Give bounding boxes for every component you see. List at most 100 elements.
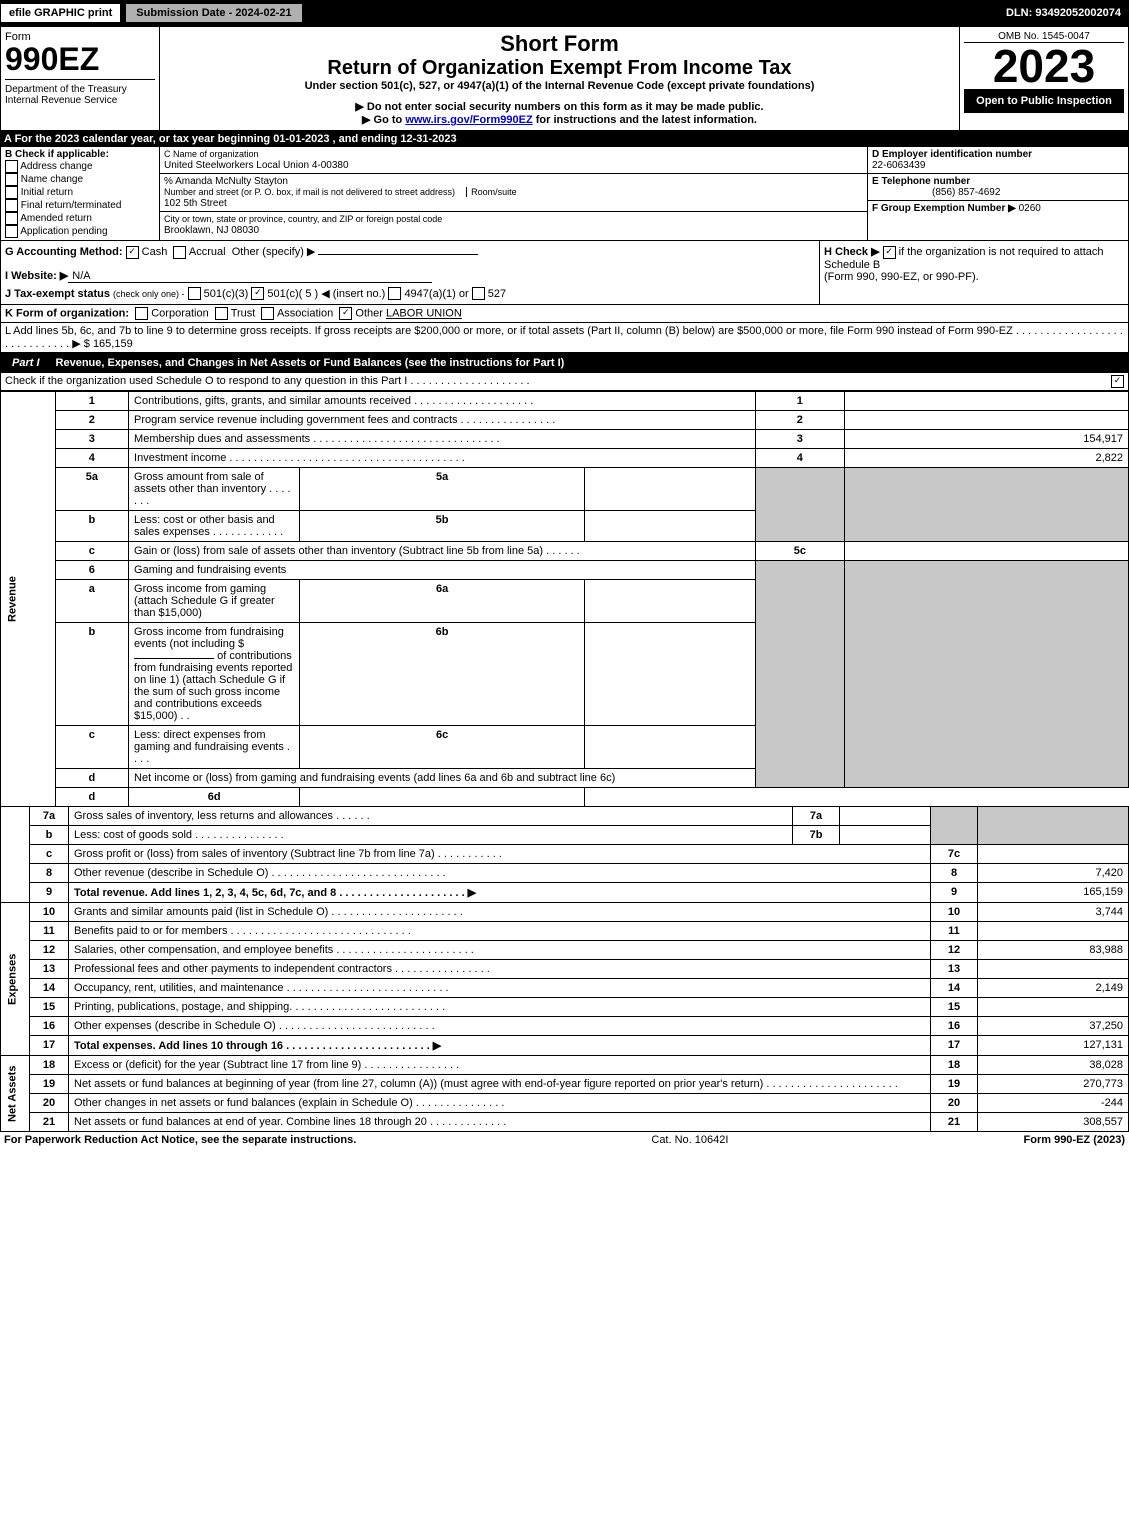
open-public: Open to Public Inspection [964,89,1124,113]
desc-11: Benefits paid to or for members . . . . … [69,922,931,941]
gross-receipts: 165,159 [93,338,133,350]
amt-5c [844,542,1128,561]
checkbox-h[interactable]: ✓ [883,246,896,259]
desc-12: Salaries, other compensation, and employ… [69,941,931,960]
note-link-line: ▶ Go to www.irs.gov/Form990EZ for instru… [164,113,955,126]
num-1: 1 [756,392,845,411]
netassets-vlabel: Net Assets [1,1056,30,1132]
checkbox-amended[interactable] [5,212,18,225]
col-d-identifiers: D Employer identification number 22-6063… [868,147,1128,240]
line-i: I Website: ▶N/A [5,269,815,283]
amt-19: 270,773 [978,1075,1129,1094]
checkbox-assoc[interactable] [261,307,274,320]
form-header: Form 990EZ Department of the Treasury In… [0,26,1129,131]
dln-number: DLN: 93492052002074 [1006,7,1129,19]
checkbox-address[interactable] [5,160,18,173]
amt-1 [844,392,1128,411]
amt-10: 3,744 [978,903,1129,922]
amt-14: 2,149 [978,979,1129,998]
desc-2: Program service revenue including govern… [129,411,756,430]
ln-1: 1 [55,392,128,411]
desc-4: Investment income . . . . . . . . . . . … [129,449,756,468]
revenue-vlabel: Revenue [1,392,56,807]
checkbox-501c[interactable]: ✓ [251,287,264,300]
desc-6b: Gross income from fundraising events (no… [129,623,300,726]
amt-3: 154,917 [844,430,1128,449]
efile-print-button[interactable]: efile GRAPHIC print [0,3,121,23]
form-number: 990EZ [5,43,155,75]
website-value: N/A [68,270,432,283]
checkbox-other-org[interactable]: ✓ [339,307,352,320]
checkbox-initial[interactable] [5,186,18,199]
page-footer: For Paperwork Reduction Act Notice, see … [0,1132,1129,1148]
checkbox-part1-o[interactable]: ✓ [1111,375,1124,388]
checkbox-527[interactable] [472,287,485,300]
amt-6d [300,788,584,807]
part1-table-cont: 7aGross sales of inventory, less returns… [0,806,1129,1132]
street-label: Number and street (or P. O. box, if mail… [164,187,455,197]
checkbox-name[interactable] [5,173,18,186]
desc-17: Total expenses. Add lines 10 through 16 … [69,1036,931,1056]
amt-7c [978,845,1129,864]
desc-7b: Less: cost of goods sold . . . . . . . .… [69,826,793,845]
desc-5c: Gain or (loss) from sale of assets other… [129,542,756,561]
main-title: Return of Organization Exempt From Incom… [164,57,955,80]
footer-catno: Cat. No. 10642I [651,1134,728,1146]
desc-16: Other expenses (describe in Schedule O) … [69,1017,931,1036]
checkbox-trust[interactable] [215,307,228,320]
care-of: % Amanda McNulty Stayton [164,176,288,187]
room-label: Room/suite [466,187,517,197]
phone-label: E Telephone number [872,176,970,187]
desc-6: Gaming and fundraising events [129,561,756,580]
top-bar: efile GRAPHIC print Submission Date - 20… [0,0,1129,26]
part1-check-line: Check if the organization used Schedule … [0,373,1129,391]
amt-12: 83,988 [978,941,1129,960]
amt-21: 308,557 [978,1113,1129,1132]
checkbox-corp[interactable] [135,307,148,320]
amt-4: 2,822 [844,449,1128,468]
desc-13: Professional fees and other payments to … [69,960,931,979]
amt-17: 127,131 [978,1036,1129,1056]
amt-8: 7,420 [978,864,1129,883]
group-label: F Group Exemption Number ▶ [872,203,1019,214]
desc-6c: Less: direct expenses from gaming and fu… [129,726,300,769]
checkbox-501c3[interactable] [188,287,201,300]
checkbox-accrual[interactable] [173,246,186,259]
checkbox-final[interactable] [5,199,18,212]
bcd-row: B Check if applicable: Address change Na… [0,147,1129,241]
line-k: K Form of organization: Corporation Trus… [0,305,1129,323]
amt-2 [844,411,1128,430]
expenses-vlabel: Expenses [1,903,30,1056]
org-name: United Steelworkers Local Union 4-00380 [164,160,349,171]
org-name-label: C Name of organization [164,149,259,159]
desc-14: Occupancy, rent, utilities, and maintena… [69,979,931,998]
desc-7c: Gross profit or (loss) from sales of inv… [69,845,931,864]
line-g: G Accounting Method: ✓ Cash Accrual Othe… [5,245,815,259]
desc-6a: Gross income from gaming (attach Schedul… [129,580,300,623]
amt-13 [978,960,1129,979]
irs-link[interactable]: www.irs.gov/Form990EZ [405,114,532,126]
footer-form: Form 990-EZ (2023) [1024,1134,1125,1146]
subtitle: Under section 501(c), 527, or 4947(a)(1)… [164,80,955,92]
desc-3: Membership dues and assessments . . . . … [129,430,756,449]
other-org-value: LABOR UNION [386,308,462,320]
amt-9: 165,159 [978,883,1129,903]
city: Brooklawn, NJ 08030 [164,225,259,236]
short-form-title: Short Form [164,31,955,57]
checkbox-cash[interactable]: ✓ [126,246,139,259]
desc-19: Net assets or fund balances at beginning… [69,1075,931,1094]
ein: 22-6063439 [872,160,925,171]
city-label: City or town, state or province, country… [164,214,442,224]
checkbox-pending[interactable] [5,225,18,238]
amt-20: -244 [978,1094,1129,1113]
desc-10: Grants and similar amounts paid (list in… [69,903,931,922]
irs-label: Internal Revenue Service [5,95,117,106]
group-number: 0260 [1019,203,1041,214]
col-c-org-info: C Name of organization United Steelworke… [160,147,868,240]
checkbox-4947[interactable] [388,287,401,300]
amt-18: 38,028 [978,1056,1129,1075]
amt-16: 37,250 [978,1017,1129,1036]
desc-6d: Net income or (loss) from gaming and fun… [129,769,756,788]
part1-header: Part I Revenue, Expenses, and Changes in… [0,353,1129,373]
amt-15 [978,998,1129,1017]
